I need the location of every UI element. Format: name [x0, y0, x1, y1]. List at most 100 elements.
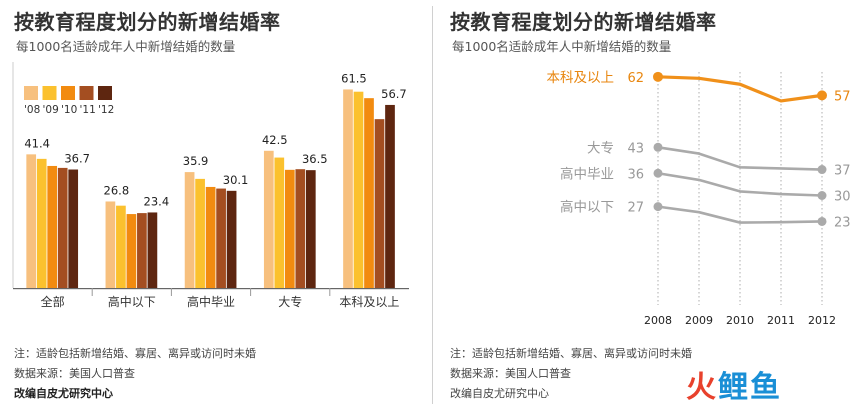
line-chart-subtitle: 每1000名适龄成年人中新增结婚的数量	[452, 39, 672, 54]
series-line	[657, 75, 823, 103]
data-label: 36.5	[302, 152, 328, 166]
end-value-label: 23	[834, 215, 851, 230]
x-tick-label: 2009	[685, 314, 713, 327]
source-line: 数据来源：美国人口普查	[450, 367, 571, 380]
data-label: 61.5	[341, 71, 367, 85]
start-value-label: 36	[627, 167, 644, 182]
bar-chart-subtitle: 每1000名适龄成年人中新增结婚的数量	[16, 39, 236, 54]
bar	[126, 214, 137, 288]
bar	[343, 89, 353, 288]
bar	[364, 98, 374, 288]
bar	[36, 158, 47, 288]
x-tick-label: 2010	[726, 314, 754, 327]
bar	[274, 157, 285, 288]
x-tick-label: 全部	[41, 294, 65, 309]
x-tick-label: 高中以下	[108, 294, 156, 309]
bar	[353, 91, 364, 289]
series-name-label: 高中以下	[560, 199, 614, 216]
data-label: 36.7	[64, 152, 90, 166]
series-name-label: 大专	[587, 140, 614, 156]
series-point	[817, 165, 827, 175]
x-tick-label: 2012	[808, 314, 836, 327]
series-point	[817, 90, 827, 101]
series-name-label: 高中毕业	[560, 165, 614, 182]
data-label: 35.9	[183, 154, 209, 168]
start-value-label: 62	[627, 71, 644, 86]
bar	[374, 119, 385, 288]
data-label: 41.4	[24, 136, 50, 150]
series-line	[657, 205, 823, 224]
legend-label: '08	[24, 104, 40, 116]
credit-line: 改编自皮尤研究中心	[14, 387, 113, 400]
bar	[68, 169, 79, 288]
x-axis-line	[13, 288, 409, 290]
bar	[295, 169, 306, 288]
bar	[305, 170, 316, 288]
bar-chart: 全部 41.4 36.7 高中以下 26.8 23.4 高中毕业 35.9 30.1 大专 42.5…	[12, 62, 409, 309]
bar-chart-notes: 注：适龄包括新增结婚、寡居、离异或访问时未婚 数据来源：美国人口普查 改编自皮尤…	[14, 344, 256, 404]
bar	[116, 205, 126, 288]
series-point	[653, 142, 663, 152]
series-point	[653, 202, 663, 212]
end-value-label: 30	[834, 190, 851, 205]
credit-line: 改编自皮尤研究中心	[450, 387, 549, 400]
bar	[147, 212, 158, 288]
data-label: 23.4	[144, 194, 170, 208]
line-chart-notes: 注：适龄包括新增结婚、寡居、离异或访问时未婚 数据来源：美国人口普查 改编自皮尤…	[450, 344, 692, 404]
series-point	[653, 71, 663, 82]
note-line: 注：适龄包括新增结婚、寡居、离异或访问时未婚	[450, 347, 692, 360]
x-tick-label: 2008	[644, 314, 672, 327]
series-name-label: 本科及以上	[547, 70, 615, 86]
watermark-part1: 火	[686, 370, 718, 405]
bar	[57, 167, 68, 288]
bar	[184, 172, 195, 288]
series-line	[657, 146, 823, 171]
bar-chart-title: 按教育程度划分的新增结婚率	[14, 10, 281, 34]
start-value-label: 27	[627, 201, 644, 216]
bar	[216, 188, 226, 288]
panel-divider	[432, 6, 433, 404]
bar	[284, 169, 295, 288]
series-line	[657, 171, 823, 197]
series-point	[817, 191, 827, 200]
bar	[263, 150, 274, 288]
legend-label: '11	[80, 104, 96, 116]
watermark-part2: 鲤鱼	[718, 370, 782, 405]
start-value-label: 43	[627, 141, 644, 156]
bar	[137, 213, 147, 288]
x-tick-label: 高中毕业	[187, 294, 235, 309]
bar	[226, 190, 237, 288]
watermark-logo: 火鲤鱼	[686, 362, 782, 406]
end-value-label: 57	[834, 89, 851, 104]
end-value-label: 37	[834, 164, 851, 179]
series-point	[653, 168, 663, 178]
bar	[105, 201, 116, 288]
note-line: 注：适龄包括新增结婚、寡居、离异或访问时未婚	[14, 347, 256, 360]
series-point	[817, 216, 827, 226]
legend-swatch	[61, 86, 75, 100]
bar	[205, 186, 216, 288]
bar-chart-panel: 按教育程度划分的新增结婚率 每1000名适龄成年人中新增结婚的数量 全部 41.4…	[12, 10, 409, 404]
data-label: 56.7	[381, 87, 407, 101]
legend-label: '09	[43, 104, 59, 116]
data-label: 30.1	[223, 173, 249, 187]
legend-swatch	[79, 86, 94, 100]
x-tick-label: 大专	[278, 294, 302, 309]
x-tick-label: 本科及以上	[339, 295, 399, 309]
bar	[26, 154, 37, 288]
legend-label: '12	[98, 104, 114, 116]
legend-label: '10	[61, 104, 77, 116]
legend-swatch	[98, 86, 112, 100]
source-line: 数据来源：美国人口普查	[14, 367, 135, 380]
x-tick-label: 2011	[767, 314, 795, 327]
data-label: 42.5	[262, 133, 288, 147]
line-chart: 2008 2009 2010 2011 2012 43 37 大专 36 30 高中毕业 27 23 高中…	[547, 70, 851, 327]
bar	[385, 104, 395, 288]
legend-swatch	[24, 86, 38, 100]
line-chart-panel: 按教育程度划分的新增结婚率 每1000名适龄成年人中新增结婚的数量 2008 20…	[436, 0, 856, 409]
legend-swatch	[42, 86, 57, 100]
bar	[195, 178, 205, 288]
line-chart-title: 按教育程度划分的新增结婚率	[450, 10, 717, 34]
data-label: 26.8	[104, 183, 130, 197]
bar	[47, 165, 58, 288]
